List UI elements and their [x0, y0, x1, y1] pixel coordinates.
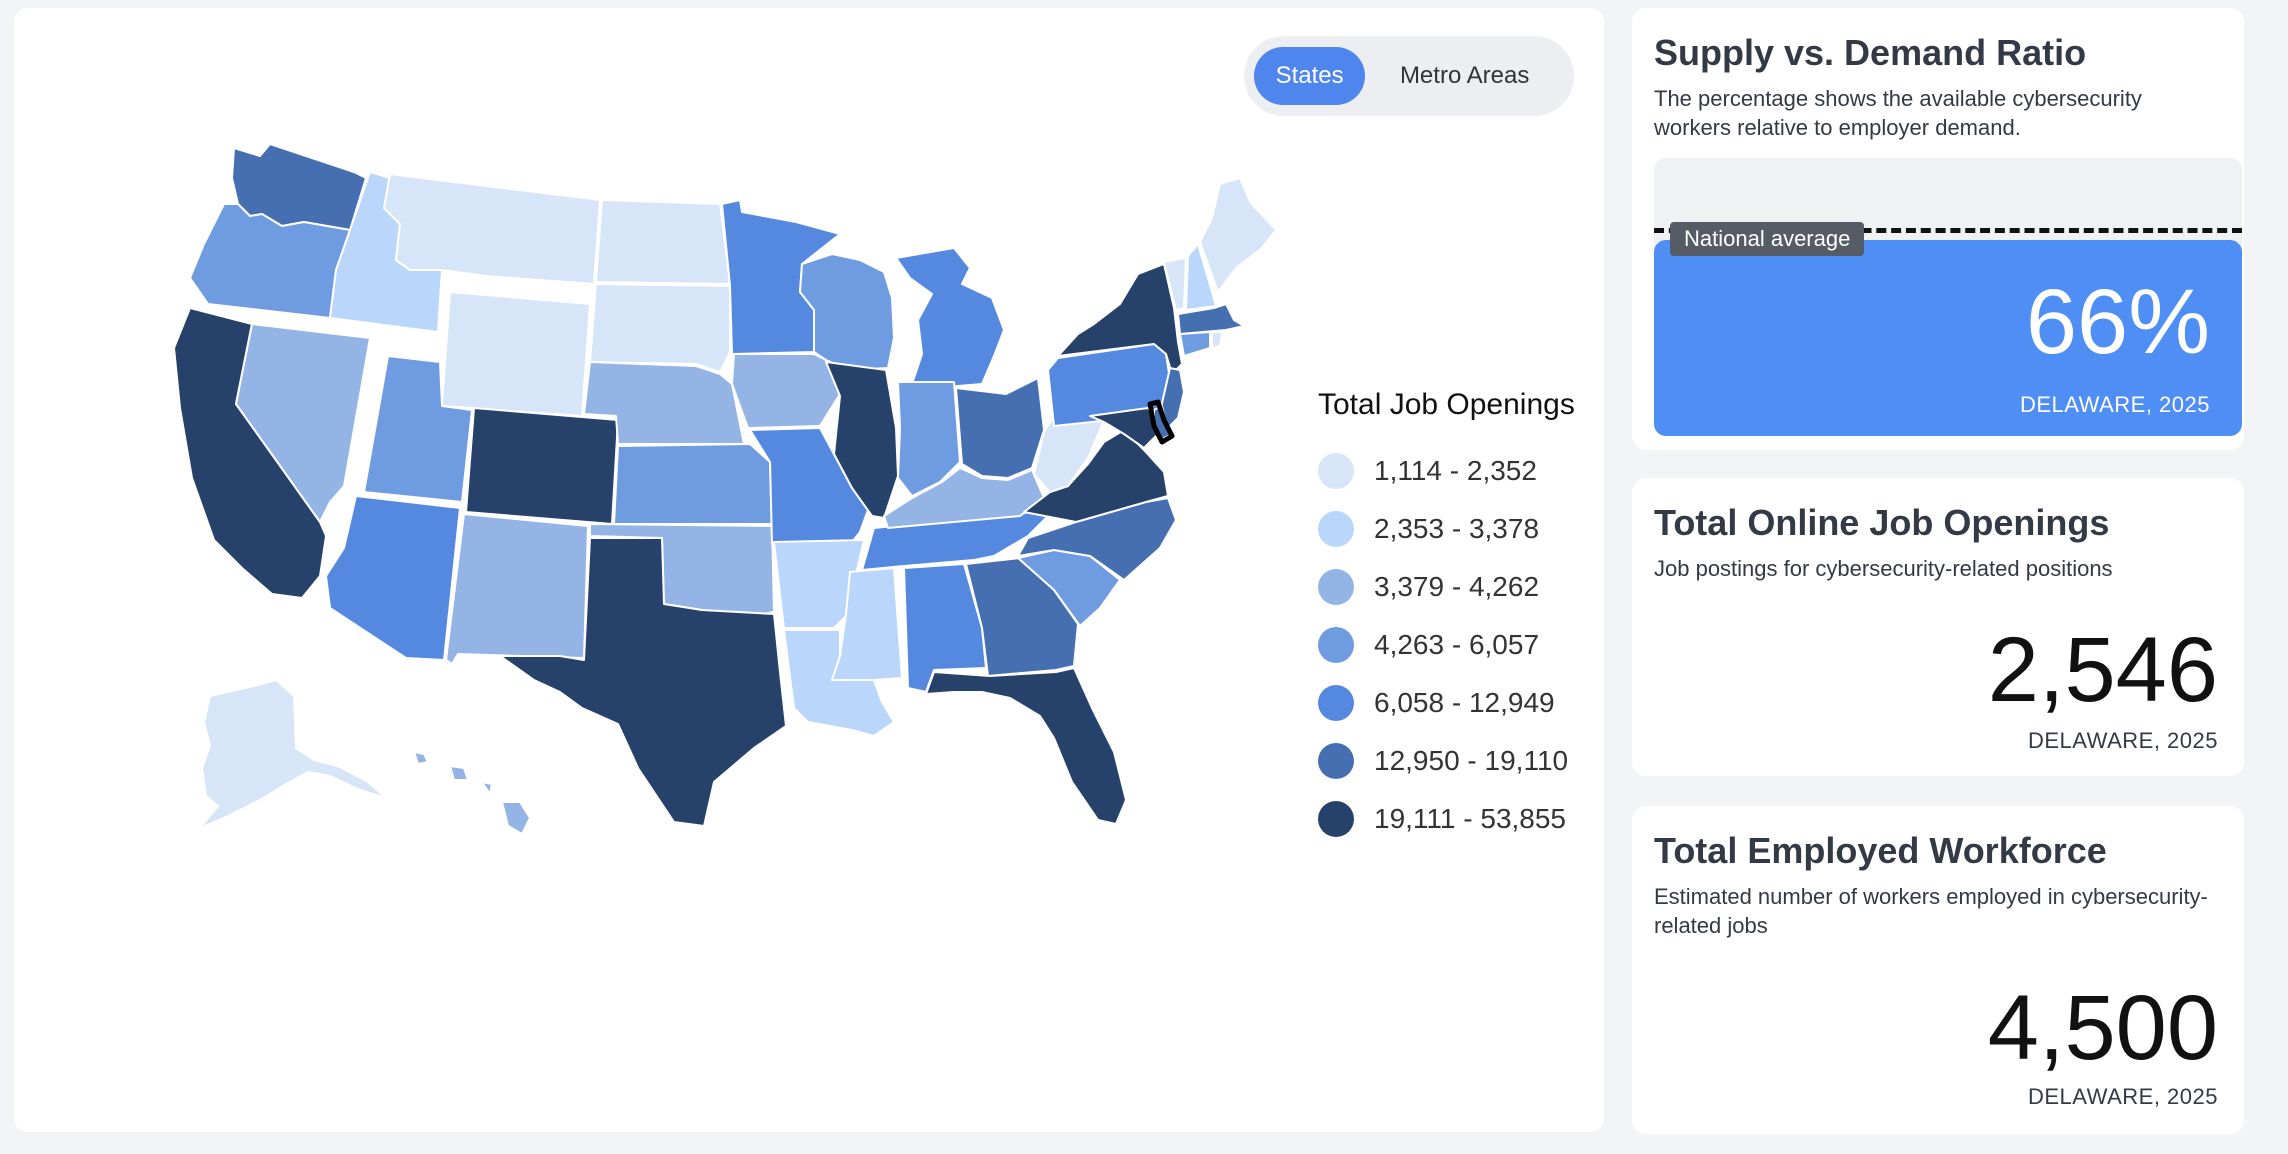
state-montana[interactable] [383, 173, 601, 285]
ratio-value: 66% [2025, 271, 2210, 373]
legend-label: 6,058 - 12,949 [1374, 687, 1555, 718]
state-florida[interactable] [925, 667, 1127, 825]
ratio-bar [1654, 240, 2242, 436]
legend-label: 1,114 - 2,352 [1374, 455, 1537, 486]
map-legend: Total Job Openings 1,114 - 2,352 2,353 -… [1318, 388, 1588, 848]
national-average-line [1654, 228, 2242, 233]
state-mississippi[interactable] [831, 567, 903, 681]
map-view-toggle: States Metro Areas [1244, 36, 1574, 116]
legend-label: 4,263 - 6,057 [1374, 629, 1540, 660]
national-average-label: National average [1670, 222, 1865, 256]
legend-item: 19,111 - 53,855 [1318, 790, 1588, 848]
state-new-mexico[interactable] [445, 513, 589, 665]
state-wisconsin[interactable] [799, 253, 895, 371]
state-connecticut[interactable] [1179, 331, 1211, 357]
ratio-description: The percentage shows the available cyber… [1654, 86, 2142, 140]
state-kansas[interactable] [613, 443, 773, 525]
legend-title: Total Job Openings [1318, 388, 1575, 421]
legend-item: 4,263 - 6,057 [1318, 616, 1588, 674]
state-maine[interactable] [1199, 177, 1277, 293]
supply-demand-ratio-card: Supply vs. Demand Ratio The percentage s… [1632, 8, 2244, 450]
legend-swatch [1318, 801, 1354, 837]
legend-label: 3,379 - 4,262 [1374, 571, 1540, 602]
legend-swatch [1318, 569, 1354, 605]
state-nevada[interactable] [235, 323, 371, 523]
state-texas[interactable] [499, 537, 787, 827]
legend-label: 12,950 - 19,110 [1374, 745, 1569, 776]
state-iowa[interactable] [731, 353, 841, 429]
legend-swatch [1318, 511, 1354, 547]
state-utah[interactable] [363, 355, 473, 503]
legend-swatch [1318, 627, 1354, 663]
delaware-selection-outline [1147, 399, 1175, 445]
state-north-dakota[interactable] [595, 199, 731, 285]
state-indiana[interactable] [897, 381, 961, 497]
openings-title: Total Online Job Openings [1654, 502, 2110, 543]
map-card: States Metro Areas Total Job Openings 1,… [14, 8, 1604, 1132]
legend-label: 19,111 - 53,855 [1374, 803, 1567, 834]
state-south-dakota[interactable] [589, 283, 731, 373]
legend-item: 12,950 - 19,110 [1318, 732, 1588, 790]
legend-swatch [1318, 743, 1354, 779]
workforce-title: Total Employed Workforce [1654, 830, 2107, 871]
state-kentucky[interactable] [883, 467, 1045, 529]
us-choropleth-map[interactable] [14, 8, 1604, 1132]
job-openings-card: Total Online Job Openings Job postings f… [1632, 478, 2244, 776]
state-hawaii[interactable] [413, 751, 531, 835]
employed-workforce-card: Total Employed Workforce Estimated numbe… [1632, 806, 2244, 1134]
openings-value: 2,546 [1987, 619, 2218, 721]
state-illinois[interactable] [825, 361, 899, 519]
legend-swatch [1318, 453, 1354, 489]
state-new-york[interactable] [1057, 263, 1183, 375]
state-massachusetts[interactable] [1177, 303, 1245, 335]
state-michigan[interactable] [895, 247, 1005, 391]
state-ohio[interactable] [955, 377, 1045, 479]
legend-swatch [1318, 685, 1354, 721]
metro-areas-toggle-button[interactable]: Metro Areas [1399, 62, 1530, 89]
state-arizona[interactable] [325, 495, 461, 661]
legend-item: 6,058 - 12,949 [1318, 674, 1588, 732]
ratio-caption: DELAWARE, 2025 [2019, 392, 2210, 417]
legend-item: 1,114 - 2,352 [1318, 442, 1588, 500]
state-vermont[interactable] [1163, 257, 1187, 311]
states-toggle-button[interactable]: States [1254, 47, 1366, 105]
state-rhode-island[interactable] [1211, 331, 1223, 349]
legend-item: 3,379 - 4,262 [1318, 558, 1588, 616]
state-colorado[interactable] [465, 407, 619, 525]
workforce-caption: DELAWARE, 2025 [2027, 1084, 2218, 1109]
state-alabama[interactable] [903, 563, 987, 693]
state-missouri[interactable] [749, 427, 869, 545]
openings-caption: DELAWARE, 2025 [2027, 728, 2218, 753]
state-wyoming[interactable] [441, 291, 591, 417]
ratio-title: Supply vs. Demand Ratio [1654, 32, 2087, 73]
workforce-value: 4,500 [1987, 977, 2218, 1079]
state-new-hampshire[interactable] [1185, 243, 1217, 311]
legend-item: 2,353 - 3,378 [1318, 500, 1588, 558]
openings-description: Job postings for cybersecurity-related p… [1654, 556, 2113, 581]
workforce-description: Estimated number of workers employed in … [1654, 884, 2208, 938]
state-arkansas[interactable] [773, 539, 865, 629]
state-alaska[interactable] [199, 679, 387, 829]
legend-label: 2,353 - 3,378 [1374, 513, 1540, 544]
